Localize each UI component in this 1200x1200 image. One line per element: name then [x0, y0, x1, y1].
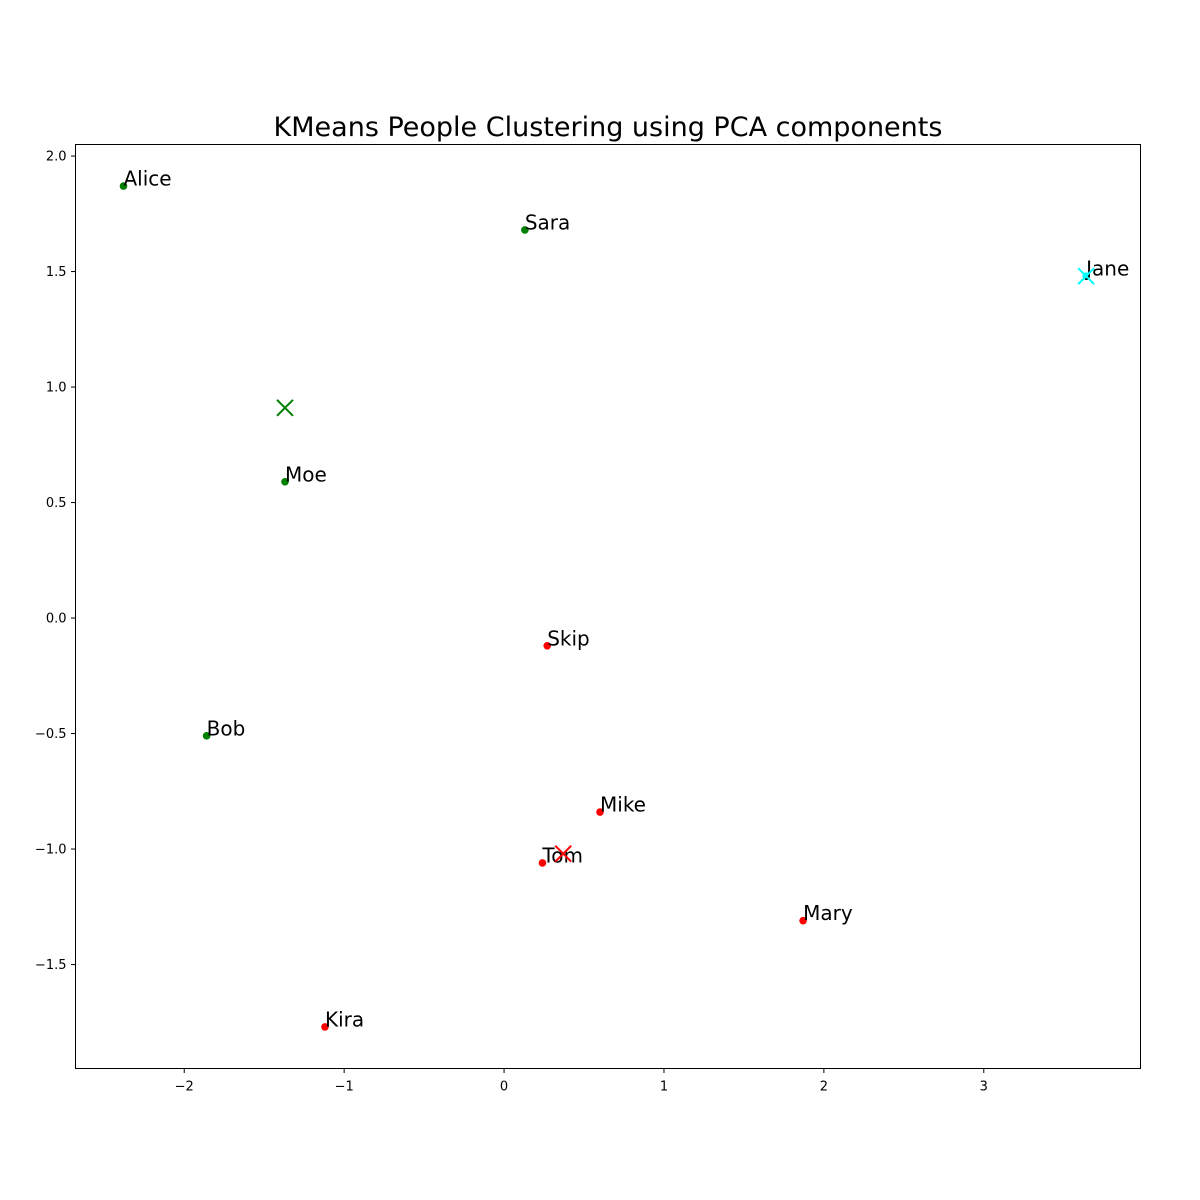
- y-tick-label: −0.5: [35, 727, 67, 742]
- x-tick-label: −2: [175, 1080, 194, 1095]
- x-axis: −2 −1 0 1 2 3: [175, 1068, 988, 1095]
- y-tick-label: 0.5: [46, 496, 67, 511]
- y-axis: −1.5 −1.0 −0.5 0.0 0.5 1.0 1.5 2.0: [35, 150, 76, 973]
- point-label-sara: Sara: [525, 210, 570, 234]
- point-label-bob: Bob: [207, 716, 246, 740]
- plot-frame: [75, 144, 1141, 1069]
- y-tick-label: −1.5: [35, 958, 67, 973]
- centroid-marker-2: [1077, 267, 1095, 285]
- data-point-moe: [281, 477, 289, 486]
- data-point-skip: [543, 641, 552, 650]
- y-tick-label: 0.0: [46, 612, 67, 627]
- data-point-mike: [596, 808, 604, 816]
- point-label-moe: Moe: [285, 462, 327, 486]
- centroid-marker-0: [276, 399, 294, 417]
- marks-layer: AliceSaraJaneMoeSkipBobMikeTomMaryKira: [119, 167, 1129, 1031]
- centroid-marker-1: [554, 844, 572, 863]
- x-tick-label: 0: [500, 1080, 508, 1095]
- point-label-mike: Mike: [600, 793, 646, 817]
- point-label-alice: Alice: [123, 167, 171, 191]
- chart-title: KMeans People Clustering using PCA compo…: [274, 112, 943, 143]
- data-point-mary: [799, 916, 807, 925]
- point-label-skip: Skip: [547, 626, 590, 650]
- data-point-tom: [538, 859, 547, 867]
- x-tick-label: 2: [820, 1080, 828, 1095]
- y-tick-label: −1.0: [35, 843, 67, 858]
- data-point-kira: [321, 1023, 329, 1031]
- point-label-kira: Kira: [325, 1007, 364, 1031]
- data-point-bob: [202, 732, 211, 740]
- x-tick-label: −1: [335, 1080, 354, 1095]
- x-tick-label: 3: [980, 1080, 988, 1095]
- y-tick-label: 2.0: [46, 150, 67, 165]
- x-tick-label: 1: [660, 1080, 668, 1095]
- data-point-sara: [521, 226, 529, 234]
- y-tick-label: 1.0: [46, 381, 67, 396]
- data-point-alice: [119, 182, 128, 190]
- point-label-mary: Mary: [803, 901, 853, 925]
- point-label-jane: Jane: [1084, 257, 1129, 281]
- y-tick-label: 1.5: [46, 265, 67, 280]
